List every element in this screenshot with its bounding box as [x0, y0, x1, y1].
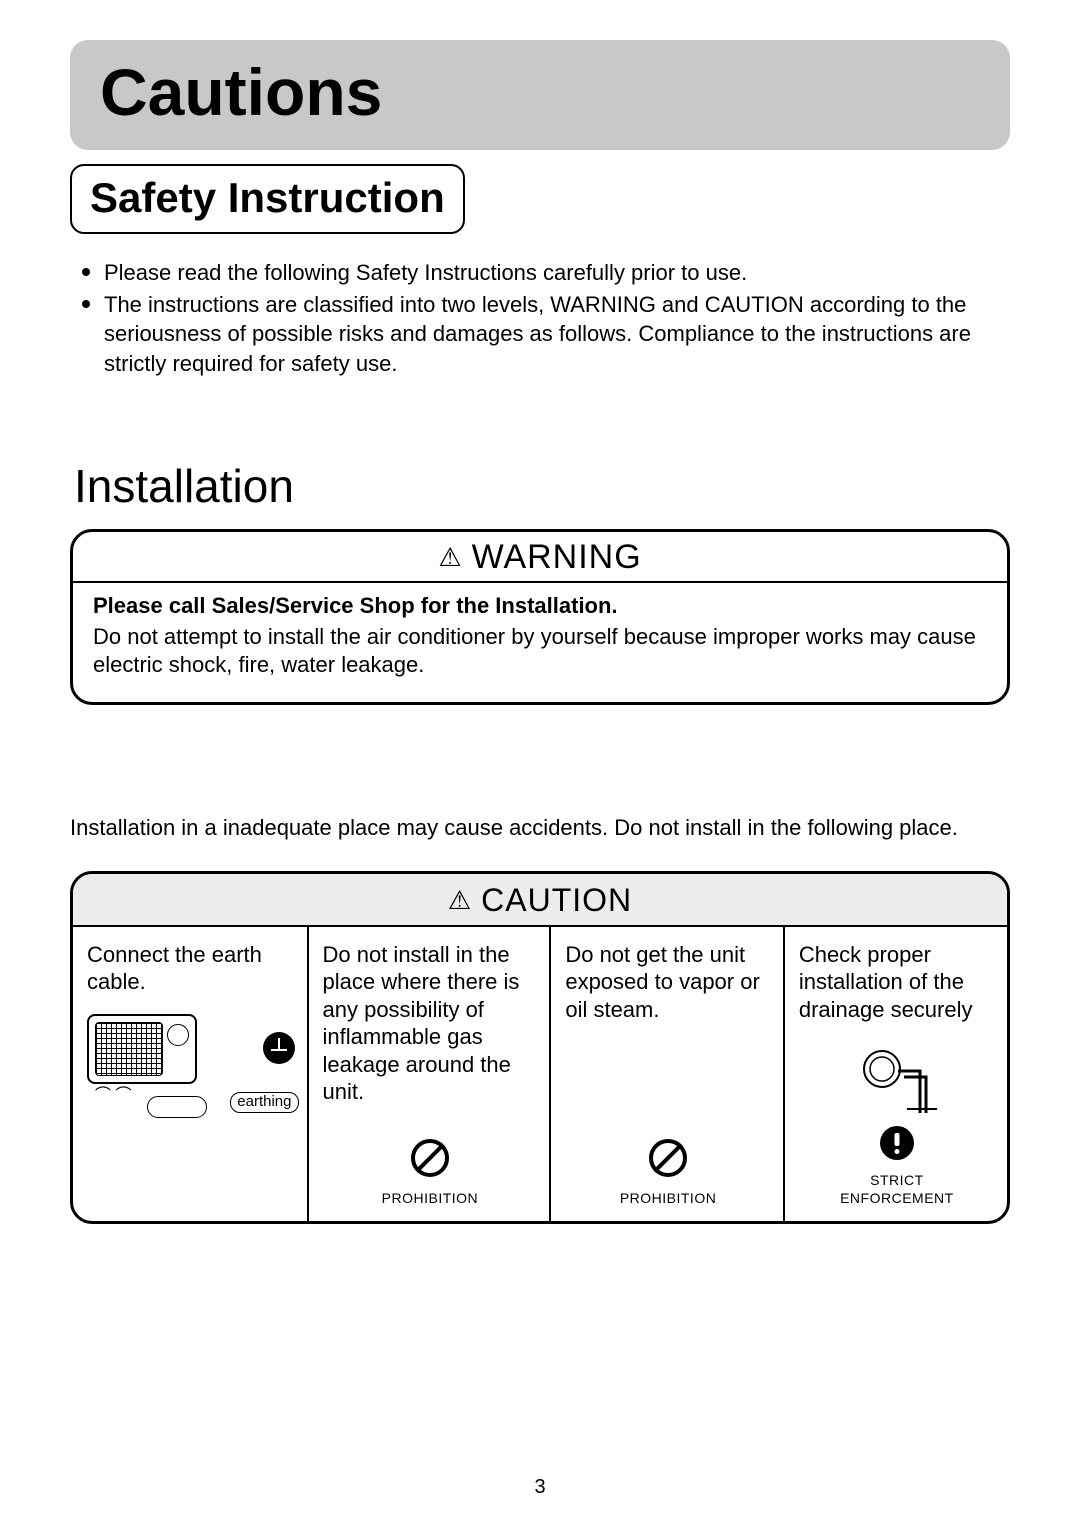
caution-grid: Connect the earth cable. ⌒ ⌒ earthing Do…: [73, 927, 1007, 1222]
warning-label: WARNING: [472, 538, 642, 577]
safety-instruction-pill: Safety Instruction: [70, 164, 465, 234]
warning-text: Do not attempt to install the air condit…: [93, 623, 987, 680]
caution-cell-text: Do not get the unit exposed to vapor or …: [565, 941, 771, 1024]
prohibition-icon: [411, 1139, 449, 1177]
strict-label: STRICT: [799, 1172, 995, 1190]
earthing-cloud-icon: [147, 1096, 207, 1118]
caution-cell-earth: Connect the earth cable. ⌒ ⌒ earthing: [73, 927, 307, 1222]
drainage-illustration: [799, 1049, 995, 1126]
caution-cell-text: Connect the earth cable.: [87, 941, 295, 996]
warning-header: ⚠ WARNING: [73, 532, 1007, 583]
caution-box: ⚠ CAUTION Connect the earth cable. ⌒ ⌒ e…: [70, 871, 1010, 1225]
prohibition-icon: [649, 1139, 687, 1177]
caution-cell-vapor: Do not get the unit exposed to vapor or …: [549, 927, 783, 1222]
cautions-title: Cautions: [100, 54, 980, 130]
warning-bold-text: Please call Sales/Service Shop for the I…: [93, 593, 987, 619]
strict-enforcement-icon: [880, 1126, 914, 1160]
bullet-item: Please read the following Safety Instruc…: [82, 258, 1010, 288]
caution-header: ⚠ CAUTION: [73, 874, 1007, 927]
prohibition-label: PROHIBITION: [565, 1190, 771, 1208]
caution-cell-drainage: Check proper installation of the drainag…: [783, 927, 1007, 1222]
safety-instruction-title: Safety Instruction: [90, 174, 445, 221]
earth-symbol-icon: [263, 1032, 295, 1064]
earth-illustration: ⌒ ⌒ earthing: [87, 1014, 295, 1124]
warning-box: ⚠ WARNING Please call Sales/Service Shop…: [70, 529, 1010, 705]
bullet-item: The instructions are classified into two…: [82, 290, 1010, 379]
ac-unit-icon: [87, 1014, 197, 1084]
caution-cell-text: Check proper installation of the drainag…: [799, 941, 995, 1024]
safety-bullet-list: Please read the following Safety Instruc…: [82, 258, 1010, 379]
installation-heading: Installation: [74, 459, 1010, 513]
page-number: 3: [534, 1476, 545, 1499]
enforcement-label: ENFORCEMENT: [799, 1190, 995, 1208]
caution-cell-gas: Do not install in the place where there …: [307, 927, 550, 1222]
prohibition-label: PROHIBITION: [323, 1190, 538, 1208]
ac-feet-icon: ⌒ ⌒: [95, 1086, 131, 1106]
warning-body: Please call Sales/Service Shop for the I…: [73, 583, 1007, 702]
earthing-label: earthing: [230, 1092, 298, 1113]
drain-pipe-icon: [852, 1049, 942, 1119]
caution-label: CAUTION: [481, 882, 632, 919]
caution-cell-text: Do not install in the place where there …: [323, 941, 538, 1106]
installation-note: Installation in a inadequate place may c…: [70, 815, 1010, 841]
warning-triangle-icon: ⚠: [438, 544, 461, 570]
cautions-banner: Cautions: [70, 40, 1010, 150]
caution-triangle-icon: ⚠: [448, 887, 471, 913]
